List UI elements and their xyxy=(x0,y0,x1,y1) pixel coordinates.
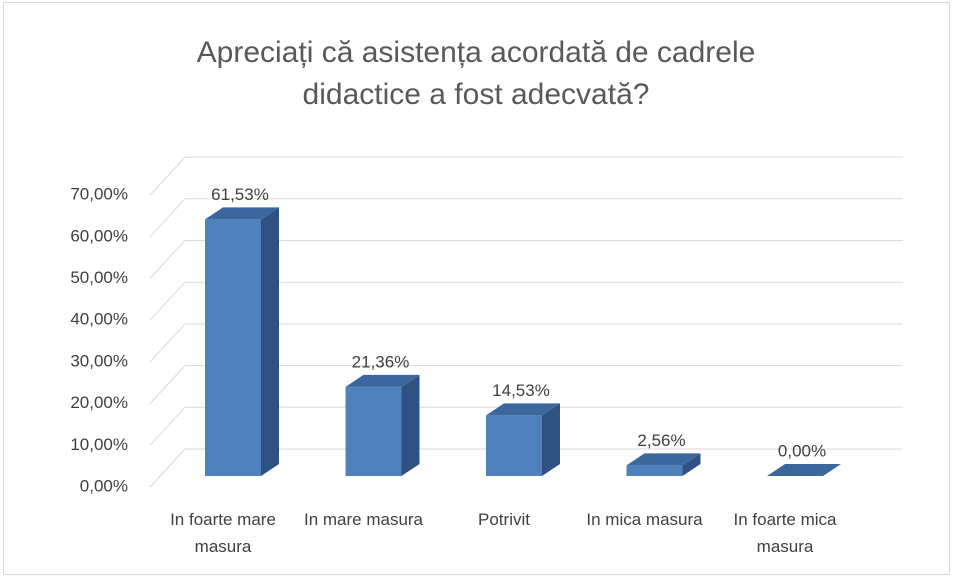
data-label: 21,36% xyxy=(352,352,410,371)
bar-side xyxy=(542,403,560,476)
bar-front xyxy=(626,465,683,476)
y-tick-label: 40,00% xyxy=(70,310,128,329)
x-tick-label: In foarte mica masura xyxy=(733,510,837,556)
bar-front xyxy=(345,386,402,476)
bar-top xyxy=(767,464,841,476)
x-tick-label: In mica masura xyxy=(586,510,703,529)
y-tick-label: 60,00% xyxy=(70,226,128,245)
data-label: 14,53% xyxy=(492,381,550,400)
bar xyxy=(205,207,279,476)
data-label: 0,00% xyxy=(778,441,826,460)
bar xyxy=(486,403,560,476)
grid-line xyxy=(149,156,186,196)
grid-line xyxy=(149,198,186,238)
y-tick-label: 10,00% xyxy=(70,435,128,454)
bar-front xyxy=(205,219,261,476)
bar-top xyxy=(345,374,420,387)
grid-line xyxy=(149,365,186,404)
data-label: 2,56% xyxy=(637,431,685,450)
bar-side xyxy=(682,453,701,476)
y-tick-label: 70,00% xyxy=(70,185,128,204)
x-tick-label: Potrivit xyxy=(478,510,530,529)
grid-line xyxy=(149,406,186,446)
bar xyxy=(345,374,420,476)
bar xyxy=(626,453,701,476)
bar xyxy=(767,464,841,476)
bar-side xyxy=(401,374,420,476)
chart-title: Apreciați că asistența acordată de cadre… xyxy=(196,36,756,111)
grid-line xyxy=(149,281,186,321)
grid-line xyxy=(149,323,186,363)
x-tick-label: In mare masura xyxy=(303,510,424,529)
bar-side xyxy=(261,207,279,476)
bar-top xyxy=(626,453,701,466)
y-tick-label: 50,00% xyxy=(70,268,128,287)
frame xyxy=(3,2,950,575)
bar-front xyxy=(486,415,542,476)
bar-top xyxy=(205,207,279,220)
y-tick-label: 20,00% xyxy=(70,393,128,412)
data-label: 61,53% xyxy=(211,185,269,204)
y-tick-label: 30,00% xyxy=(70,351,128,370)
y-tick-label: 0,00% xyxy=(80,476,128,495)
x-tick-label: In foarte mare masura xyxy=(170,510,276,556)
grid-line xyxy=(149,448,186,488)
grid-line xyxy=(149,240,186,279)
bar-top xyxy=(486,403,560,416)
